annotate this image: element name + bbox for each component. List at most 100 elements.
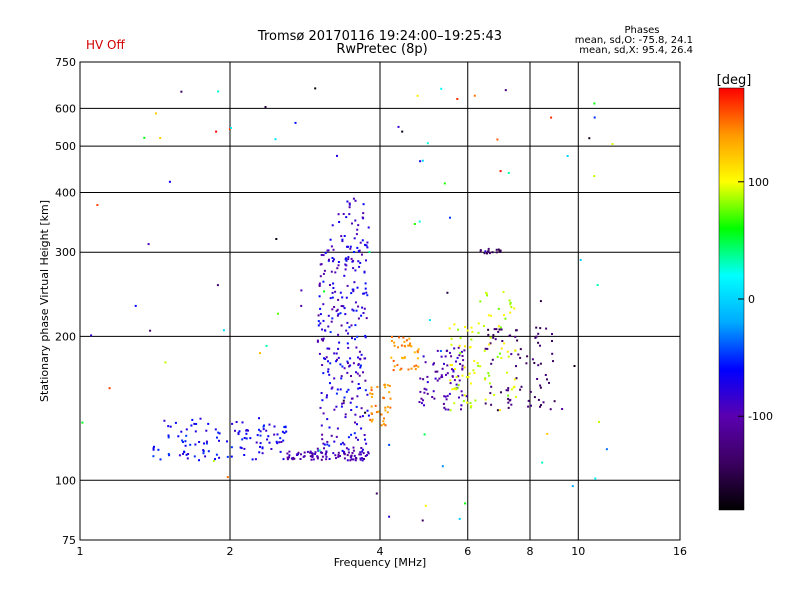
y-tick-label: 750 (55, 56, 76, 69)
data-point (383, 423, 385, 426)
data-point (204, 455, 207, 458)
data-point (367, 226, 370, 229)
data-point (342, 213, 345, 215)
data-point (159, 458, 162, 461)
data-point (185, 434, 188, 437)
data-point (413, 351, 416, 354)
data-point (259, 430, 262, 433)
data-point (363, 434, 366, 436)
data-point (452, 370, 455, 373)
data-point (446, 364, 449, 367)
data-point (331, 308, 334, 311)
data-point (334, 454, 337, 457)
data-point (417, 365, 420, 368)
data-point (346, 245, 348, 248)
data-point (401, 130, 404, 133)
data-point (483, 252, 486, 255)
data-point (281, 430, 284, 433)
data-point (443, 182, 446, 185)
data-point (234, 429, 236, 432)
data-point (540, 404, 542, 407)
data-point (349, 357, 352, 360)
data-point (490, 403, 493, 406)
x-tick-label: 8 (527, 545, 534, 558)
data-point (326, 249, 329, 252)
data-point (202, 452, 205, 455)
data-point (362, 371, 364, 374)
data-point (434, 377, 437, 380)
y-tick-label: 600 (55, 102, 76, 115)
data-point (588, 137, 591, 140)
data-point (352, 309, 355, 312)
data-point (319, 451, 322, 454)
data-point (537, 332, 540, 335)
data-point (364, 357, 367, 360)
data-point (509, 311, 512, 314)
data-point (403, 340, 406, 343)
data-point (347, 436, 350, 439)
data-point (422, 378, 425, 381)
data-point (163, 419, 166, 422)
data-point (359, 261, 362, 264)
data-point (529, 390, 532, 393)
data-point (350, 397, 353, 400)
data-point (487, 333, 490, 336)
data-point (331, 317, 334, 320)
data-point (488, 382, 491, 385)
data-point (423, 404, 425, 407)
data-point (147, 243, 150, 246)
data-point (293, 457, 296, 460)
y-tick-label: 500 (55, 140, 76, 153)
data-point (469, 346, 472, 348)
data-point (340, 443, 343, 446)
data-point (466, 329, 469, 332)
data-point (355, 233, 358, 236)
data-point (464, 345, 466, 348)
y-tick-label: 300 (55, 246, 76, 259)
data-point (425, 388, 428, 391)
data-point (510, 388, 513, 391)
data-point (487, 372, 490, 375)
data-point (384, 424, 387, 427)
y-axis-ticks: 75 100 200 300 400 500 600 750 (55, 56, 76, 547)
data-point (455, 376, 458, 378)
data-point (280, 441, 283, 443)
data-point (182, 452, 184, 455)
data-point (361, 253, 363, 256)
data-point (332, 260, 334, 263)
data-point (354, 219, 357, 222)
data-point (329, 238, 332, 241)
data-point (355, 371, 357, 374)
data-point (507, 389, 510, 392)
data-point (537, 398, 540, 401)
data-point (504, 89, 507, 92)
data-point (344, 313, 347, 316)
data-point (96, 204, 99, 206)
data-point (515, 329, 517, 332)
data-point (380, 413, 383, 416)
data-point (326, 418, 329, 421)
data-point (300, 453, 302, 456)
data-point (442, 402, 445, 405)
data-point (348, 206, 351, 209)
data-point (492, 334, 495, 337)
data-point (355, 405, 358, 408)
data-point (351, 308, 354, 311)
data-point (263, 424, 265, 427)
data-point (526, 355, 529, 358)
data-point (361, 239, 364, 242)
data-point (418, 401, 421, 403)
data-point (167, 434, 170, 437)
data-point (345, 447, 348, 450)
colorbar-ticks: 100 0 -100 (738, 176, 773, 423)
data-point (441, 465, 444, 468)
data-point (458, 344, 461, 347)
data-point (596, 284, 599, 286)
data-point (327, 325, 330, 328)
data-point (451, 368, 453, 371)
data-point (270, 448, 273, 450)
data-point (358, 350, 361, 353)
data-point (503, 314, 505, 317)
data-point (479, 250, 482, 253)
data-point (416, 357, 419, 360)
